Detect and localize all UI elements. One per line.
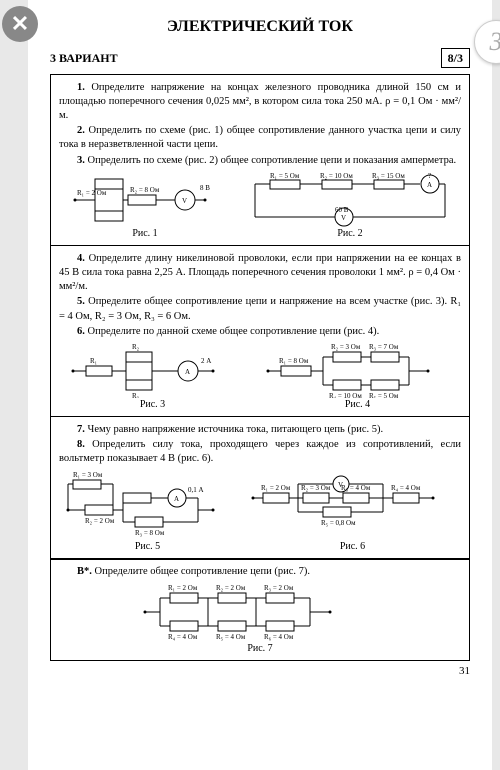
fig-7-label: Рис. 7 <box>140 642 380 656</box>
svg-text:R₅ = 4 Ом: R₅ = 4 Ом <box>216 633 246 641</box>
svg-text:R₂: R₂ <box>132 343 140 351</box>
svg-text:R₁ = 3 Ом: R₁ = 3 Ом <box>73 471 103 479</box>
circuit-fig-1: R₁ = 2 Ом R₂ = 8 Ом 8 В V <box>70 172 220 227</box>
svg-text:R₂ = 3 Ом: R₂ = 3 Ом <box>331 343 361 351</box>
svg-text:R₂ = 10 Ом: R₂ = 10 Ом <box>320 172 353 180</box>
svg-text:R₃: R₃ <box>132 392 140 398</box>
problem-6: 6. Определите по данной схеме общее сопр… <box>59 325 461 339</box>
svg-text:R₄ = 10 Ом: R₄ = 10 Ом <box>329 392 362 398</box>
svg-text:60 В: 60 В <box>335 206 349 214</box>
problem-3: 3. Определить по схеме (рис. 2) общее со… <box>59 154 461 168</box>
circuit-fig-7: R₁ = 2 Ом R₂ = 2 Ом R₃ = 2 Ом R₄ = 4 Ом … <box>140 584 380 642</box>
svg-text:R₁ = 5 Ом: R₁ = 5 Ом <box>270 172 300 180</box>
svg-text:A: A <box>427 181 432 189</box>
problem-8: 8. Определить силу тока, проходящего чер… <box>59 438 461 466</box>
problem-block-4: В*. Определите общее сопротивление цепи … <box>50 558 470 661</box>
page-title: ЭЛЕКТРИЧЕСКИЙ ТОК <box>50 16 470 38</box>
circuit-fig-3: R₁ R₂ R₃ 2 А A <box>68 343 238 398</box>
fig-2-label: Рис. 2 <box>250 227 450 241</box>
fig-5-label: Рис. 5 <box>63 540 233 554</box>
svg-text:R₃ = 4 Ом: R₃ = 4 Ом <box>341 484 371 492</box>
svg-text:R₃ = 15 Ом: R₃ = 15 Ом <box>372 172 405 180</box>
problem-5: 5. Определите общее сопротивление цепи и… <box>59 295 461 323</box>
problem-block-3: 7. Чему равно напряжение источника тока,… <box>50 416 470 560</box>
circuit-fig-2: R₁ = 5 Ом R₂ = 10 Ом R₃ = 15 Ом ? A V 60… <box>250 172 450 227</box>
svg-text:R₂ = 2 Ом: R₂ = 2 Ом <box>216 584 246 592</box>
svg-text:R₁ = 2 Ом: R₁ = 2 Ом <box>168 584 198 592</box>
svg-text:V: V <box>182 197 187 205</box>
svg-text:R₅ = 0,8 Ом: R₅ = 0,8 Ом <box>321 519 356 527</box>
close-icon[interactable]: ✕ <box>2 6 38 42</box>
svg-text:R₄ = 4 Ом: R₄ = 4 Ом <box>168 633 198 641</box>
problem-bstar: В*. Определите общее сопротивление цепи … <box>59 565 461 579</box>
svg-text:R₄ = 4 Ом: R₄ = 4 Ом <box>391 484 421 492</box>
svg-text:V: V <box>338 481 343 489</box>
svg-text:V: V <box>341 214 346 222</box>
svg-text:R₂ = 8 Ом: R₂ = 8 Ом <box>130 186 160 194</box>
subheading: 3 ВАРИАНТ 8/3 <box>50 48 470 68</box>
svg-text:R₁ = 2 Ом: R₁ = 2 Ом <box>77 189 107 197</box>
svg-text:?: ? <box>428 172 431 180</box>
svg-text:A: A <box>185 368 190 376</box>
problem-2: 2. Определить по схеме (рис. 1) общее со… <box>59 124 461 152</box>
page-number: 31 <box>50 664 470 679</box>
circuit-fig-5: R₁ = 3 Ом R₂ = 2 Ом R₃ = 8 Ом 0,1 А A <box>63 470 233 540</box>
circuit-fig-6: R₁ = 2 Ом R₂ = 3 Ом R₃ = 4 Ом R₄ = 4 Ом … <box>248 470 458 540</box>
svg-text:8 В: 8 В <box>200 184 210 192</box>
fig-6-label: Рис. 6 <box>248 540 458 554</box>
close-glyph: ✕ <box>11 11 29 37</box>
fig-4-label: Рис. 4 <box>263 398 453 412</box>
svg-text:0,1 А: 0,1 А <box>188 486 204 494</box>
ref-badge: 8/3 <box>441 48 470 68</box>
fig-3-label: Рис. 3 <box>68 398 238 412</box>
svg-text:R₁ = 2 Ом: R₁ = 2 Ом <box>261 484 291 492</box>
svg-text:R₃ = 8 Ом: R₃ = 8 Ом <box>135 529 165 537</box>
svg-text:R₃ = 2 Ом: R₃ = 2 Ом <box>264 584 294 592</box>
svg-text:R₁ = 8 Ом: R₁ = 8 Ом <box>279 357 309 365</box>
svg-text:R₃ = 7 Ом: R₃ = 7 Ом <box>369 343 399 351</box>
svg-text:R₂ = 2 Ом: R₂ = 2 Ом <box>85 517 115 525</box>
fig-1-label: Рис. 1 <box>70 227 220 241</box>
problem-block-1: 1. Определите напряжение на концах желез… <box>50 74 470 247</box>
problem-1: 1. Определите напряжение на концах желез… <box>59 81 461 124</box>
variant-label: 3 ВАРИАНТ <box>50 50 118 66</box>
svg-text:2 А: 2 А <box>201 357 211 365</box>
svg-text:R₁: R₁ <box>90 357 97 365</box>
svg-text:R₆ = 4 Ом: R₆ = 4 Ом <box>264 633 294 641</box>
circuit-fig-4: R₁ = 8 Ом R₂ = 3 Ом R₃ = 7 Ом R₄ = 10 Ом… <box>263 343 453 398</box>
problem-4: 4. Определите длину никелиновой проволок… <box>59 252 461 295</box>
svg-text:R₅ = 5 Ом: R₅ = 5 Ом <box>369 392 399 398</box>
next-glyph: 3 <box>490 27 500 57</box>
document-page: ЭЛЕКТРИЧЕСКИЙ ТОК 3 ВАРИАНТ 8/3 1. Опред… <box>28 0 492 770</box>
svg-text:A: A <box>174 495 179 503</box>
problem-block-2: 4. Определите длину никелиновой проволок… <box>50 245 470 418</box>
problem-7: 7. Чему равно напряжение источника тока,… <box>59 423 461 437</box>
svg-text:R₂ = 3 Ом: R₂ = 3 Ом <box>301 484 331 492</box>
